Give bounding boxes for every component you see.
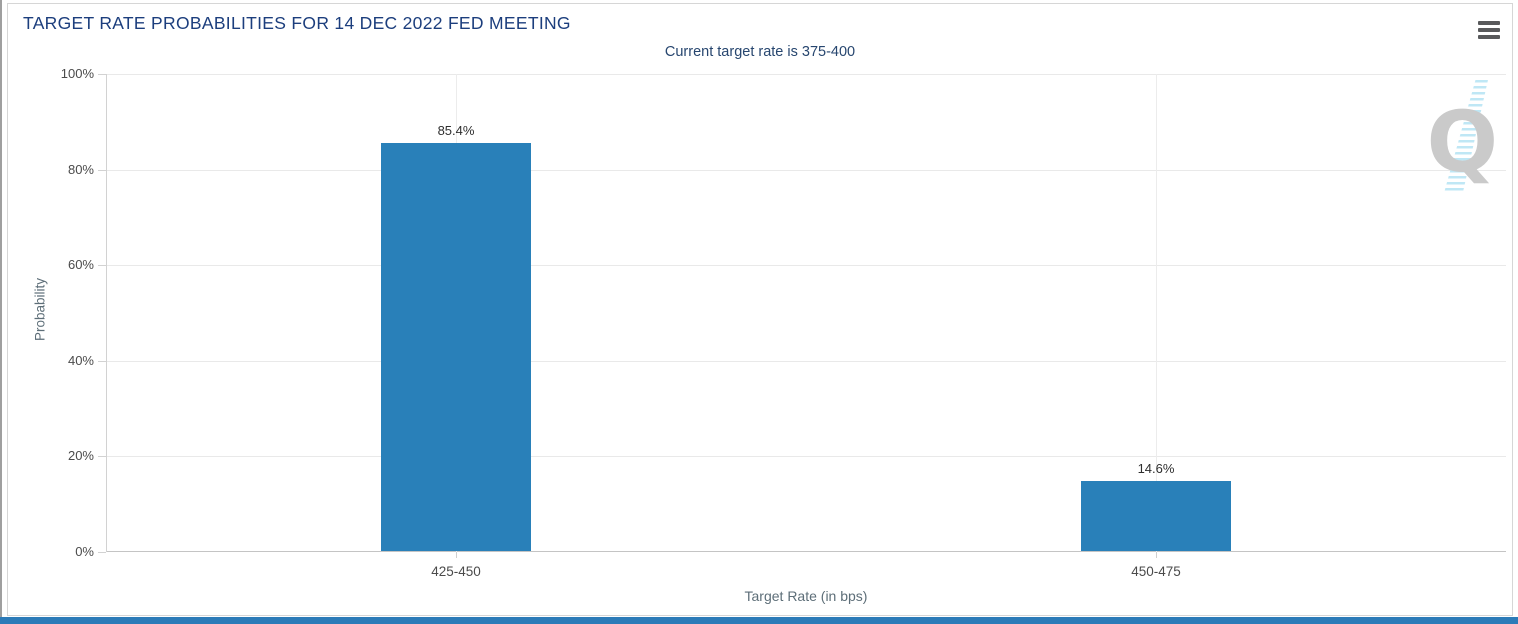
y-tick: [98, 265, 106, 267]
x-category-label: 425-450: [431, 564, 481, 579]
gridline-y: [106, 551, 1506, 552]
y-tick-label: 100%: [60, 66, 94, 81]
x-category-label: 450-475: [1131, 564, 1181, 579]
y-tick-label: 80%: [67, 161, 94, 177]
y-tick-label: 40%: [67, 352, 94, 368]
y-tick: [98, 456, 106, 458]
quikstrike-logo: Q: [1424, 80, 1502, 192]
y-tick-label: 60%: [67, 257, 94, 273]
gridline-x: [1156, 74, 1157, 552]
probability-bar[interactable]: [381, 142, 531, 551]
gridline-y: [106, 360, 1506, 362]
gridline-y: [106, 265, 1506, 267]
footer-accent-bar: [0, 617, 1518, 624]
plot-area: 0% 20% 40% 60% 80% 100% 85.4% 425-450 14.6% 450-4…: [61, 66, 1506, 579]
chart-subtitle: Current target rate is 375-400: [664, 44, 856, 60]
chart-panel: TARGET RATE PROBABILITIES FOR 14 DEC 202…: [7, 3, 1513, 616]
bar-value-label: 85.4%: [437, 122, 475, 138]
x-tick: [456, 552, 457, 558]
y-tick: [98, 552, 106, 553]
probability-bar[interactable]: [1081, 481, 1231, 551]
y-axis-line: [106, 74, 107, 552]
gridline-y: [106, 169, 1506, 171]
hamburger-menu-icon[interactable]: [1478, 21, 1500, 39]
y-tick-label: 0%: [75, 544, 94, 559]
bar-value-label: 14.6%: [1137, 461, 1175, 477]
y-tick: [98, 360, 106, 362]
y-tick: [98, 74, 106, 75]
gridline-y: [106, 74, 1506, 75]
y-axis-title: Probability: [32, 277, 48, 342]
x-tick: [1156, 552, 1157, 558]
chart-title: TARGET RATE PROBABILITIES FOR 14 DEC 202…: [23, 13, 571, 33]
y-tick-label: 20%: [67, 448, 94, 464]
y-tick: [98, 169, 106, 171]
gridline-y: [106, 456, 1506, 458]
logo-q-letter: Q: [1426, 93, 1498, 191]
page-left-border: [0, 0, 2, 617]
x-axis-title: Target Rate (in bps): [744, 588, 868, 604]
